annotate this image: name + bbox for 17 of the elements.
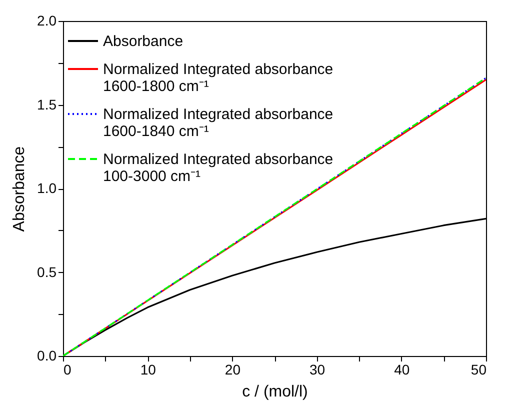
x-tick-label: 40 [394,362,410,378]
x-tick-label: 20 [224,362,241,378]
legend-label: Normalized Integrated absorbance 1600-1840 cm⁻¹ [103,106,334,140]
x-axis-title: c / (mol/l) [242,384,308,400]
legend-label: Normalized Integrated absorbance 1600-1800 cm⁻¹ [103,61,334,95]
x-tick-label: 0 [64,362,72,378]
y-tick-label: 1.5 [37,96,57,112]
x-tick-label: 30 [310,362,326,378]
y-axis-title: Absorbance [11,146,28,232]
legend-label: Absorbance [103,33,184,50]
y-tick-label: 0.5 [37,264,57,280]
x-tick-label: 10 [140,362,156,378]
legend-label: Normalized Integrated absorbance 100-3000 cm⁻¹ [103,151,334,185]
y-tick-label: 1.0 [37,180,57,196]
y-tick-label: 0.0 [37,348,57,364]
y-tick-label: 2.0 [37,12,57,28]
x-tick-label: 50 [470,362,487,378]
